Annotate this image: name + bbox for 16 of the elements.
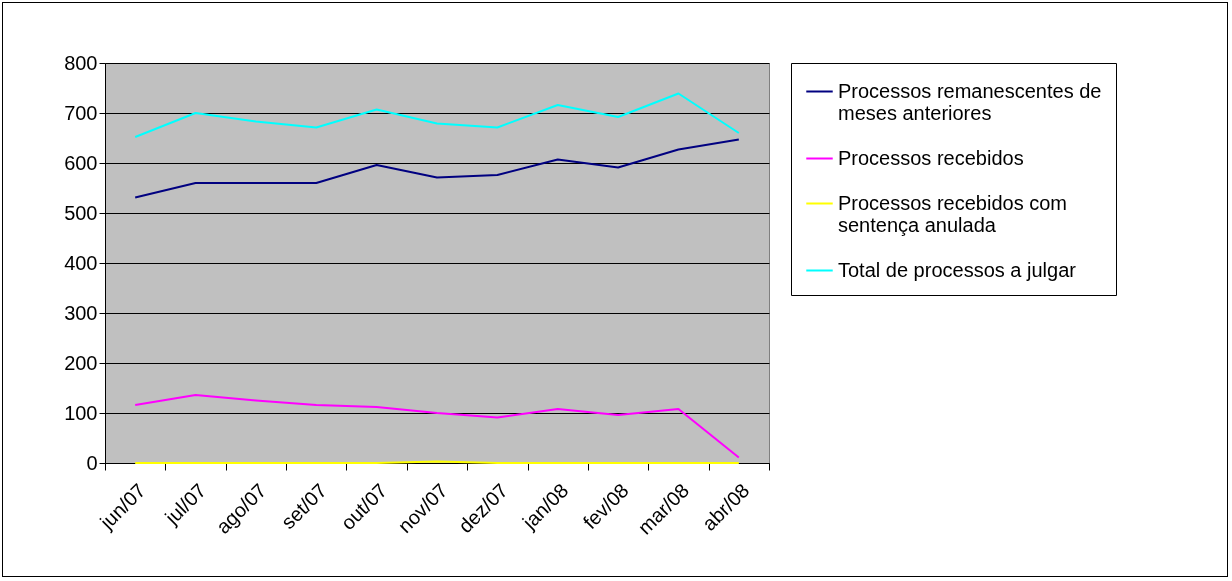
y-tick-label: 100 — [64, 401, 98, 424]
legend-label: Processos recebidos com sentença anulada — [838, 191, 1067, 236]
line-series — [134, 92, 740, 138]
legend-label: Total de processos a julgar — [838, 258, 1077, 281]
y-tick-label: 500 — [64, 201, 98, 224]
y-tick-label: 300 — [64, 301, 98, 324]
y-tick-label: 200 — [64, 351, 98, 374]
y-tick-label: 700 — [64, 101, 98, 124]
legend-label: Processos recebidos — [838, 146, 1024, 169]
y-tick-label: 600 — [64, 151, 98, 174]
y-tick-label: 800 — [64, 51, 98, 74]
line-series — [134, 394, 740, 459]
legend-label: Processos remanescentes de meses anteriores — [838, 79, 1102, 124]
line-series — [134, 138, 740, 199]
y-tick-label: 400 — [64, 251, 98, 274]
y-tick-label: 0 — [86, 451, 98, 474]
